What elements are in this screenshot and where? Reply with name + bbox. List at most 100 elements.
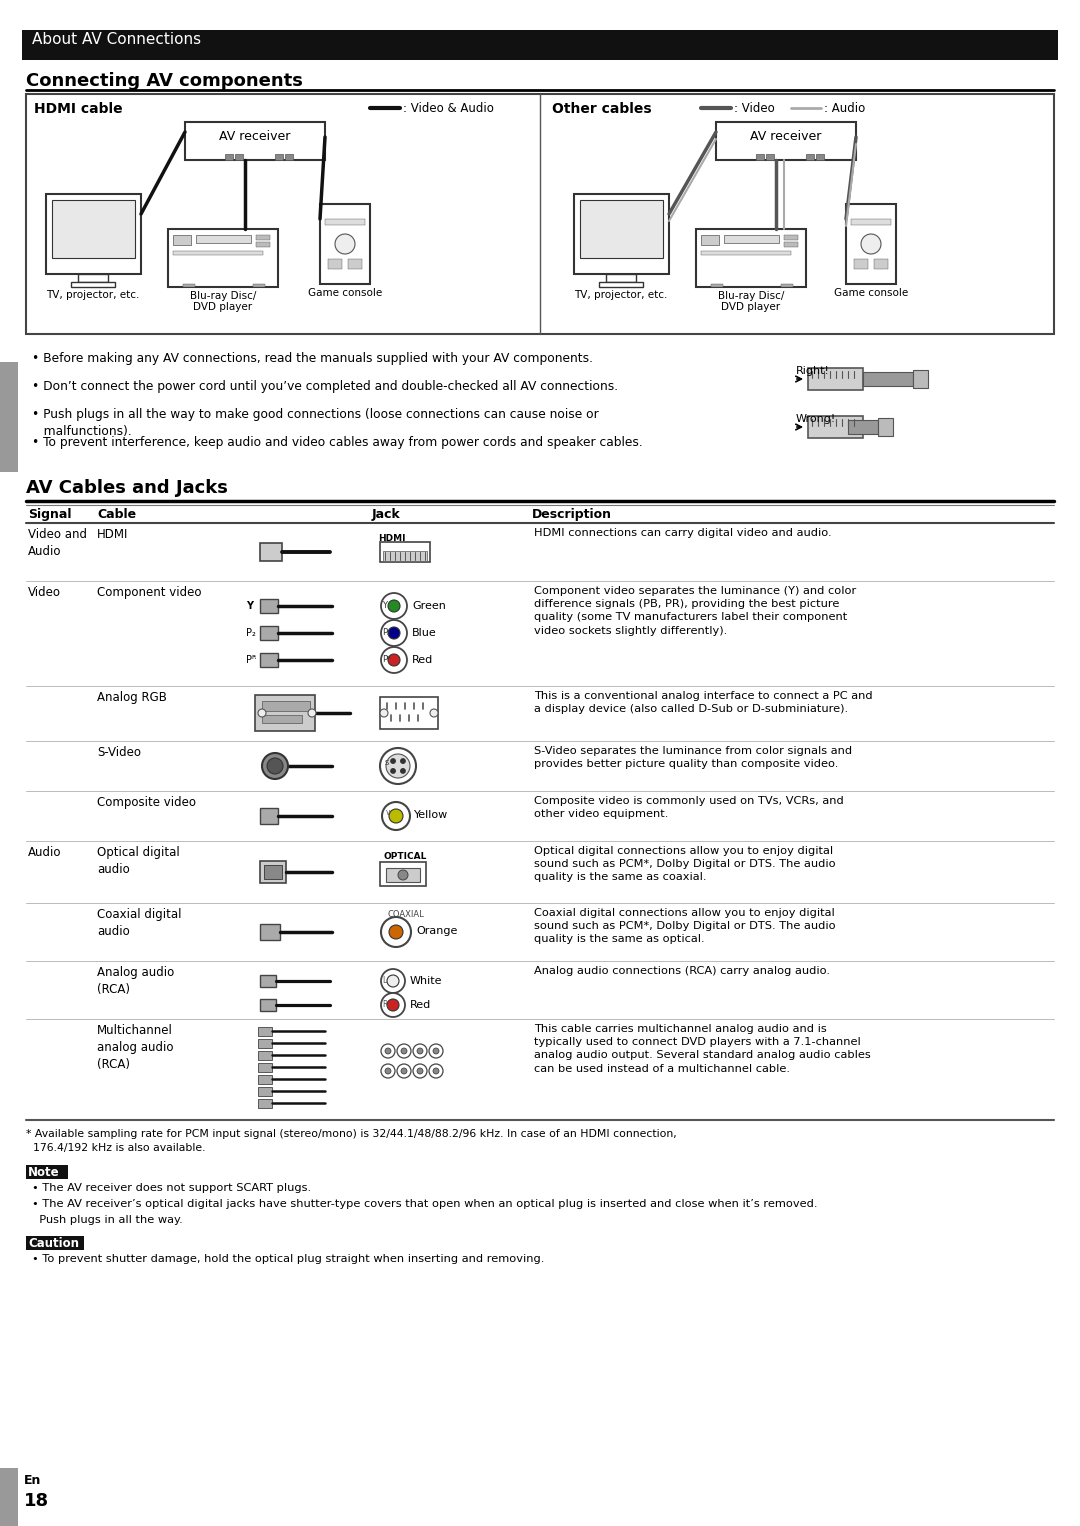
Text: Coaxial digital
audio: Coaxial digital audio — [97, 908, 181, 938]
Bar — [78, 275, 108, 282]
Bar — [846, 204, 896, 284]
Bar — [26, 1236, 84, 1250]
Text: 18: 18 — [24, 1492, 49, 1511]
Text: Jack: Jack — [372, 508, 401, 520]
Bar — [784, 243, 798, 247]
Text: White: White — [410, 977, 443, 986]
Text: : Video: : Video — [734, 102, 774, 114]
Bar — [258, 1074, 272, 1083]
Circle shape — [401, 1068, 407, 1074]
Bar — [599, 282, 643, 287]
Circle shape — [389, 925, 403, 938]
Circle shape — [382, 803, 410, 830]
Circle shape — [381, 1064, 395, 1077]
Circle shape — [387, 975, 399, 987]
Text: Analog audio connections (RCA) carry analog audio.: Analog audio connections (RCA) carry ana… — [534, 966, 831, 977]
Circle shape — [417, 1048, 423, 1054]
Text: Y: Y — [246, 601, 253, 610]
Bar — [606, 275, 636, 282]
Text: * Available sampling rate for PCM input signal (stereo/mono) is 32/44.1/48/88.2/: * Available sampling rate for PCM input … — [26, 1129, 677, 1138]
Text: About AV Connections: About AV Connections — [32, 32, 201, 47]
Text: 176.4/192 kHz is also available.: 176.4/192 kHz is also available. — [26, 1143, 205, 1154]
Bar — [573, 194, 669, 275]
Text: HDMI: HDMI — [378, 534, 406, 543]
Text: DVD player: DVD player — [721, 302, 781, 311]
Circle shape — [384, 1048, 391, 1054]
Circle shape — [430, 710, 438, 717]
Text: Game console: Game console — [834, 288, 908, 298]
Circle shape — [397, 1044, 411, 1058]
Bar — [275, 154, 283, 160]
Bar — [260, 600, 278, 613]
Text: Connecting AV components: Connecting AV components — [26, 72, 302, 90]
Bar — [52, 200, 135, 258]
Text: s: s — [384, 758, 390, 768]
Text: : Video & Audio: : Video & Audio — [403, 102, 494, 114]
Bar — [285, 154, 293, 160]
Bar — [258, 1087, 272, 1096]
Text: • To prevent shutter damage, hold the optical plug straight when inserting and r: • To prevent shutter damage, hold the op… — [32, 1254, 544, 1264]
Bar — [258, 1027, 272, 1036]
Bar — [380, 542, 430, 562]
Bar — [863, 372, 913, 386]
Text: AV receiver: AV receiver — [751, 130, 822, 143]
Text: TV, projector, etc.: TV, projector, etc. — [575, 290, 667, 301]
Circle shape — [381, 647, 407, 673]
Bar — [168, 229, 278, 287]
Bar — [260, 1000, 276, 1012]
Bar — [724, 235, 779, 243]
Circle shape — [388, 627, 400, 639]
Bar — [256, 243, 270, 247]
Text: • The AV receiver does not support SCART plugs.: • The AV receiver does not support SCART… — [32, 1183, 311, 1193]
Circle shape — [381, 969, 405, 993]
Bar — [260, 653, 278, 667]
Text: : Audio: : Audio — [824, 102, 865, 114]
Bar — [781, 284, 793, 287]
Circle shape — [308, 710, 316, 717]
Bar — [260, 975, 276, 987]
Bar — [0, 1468, 18, 1526]
Bar — [701, 250, 791, 255]
Bar — [185, 122, 325, 160]
Text: • The AV receiver’s optical digital jacks have shutter-type covers that open whe: • The AV receiver’s optical digital jack… — [32, 1199, 818, 1209]
Circle shape — [391, 769, 395, 774]
Bar — [260, 925, 280, 940]
Text: Pᴿ: Pᴿ — [246, 655, 256, 665]
Text: HDMI: HDMI — [97, 528, 129, 542]
Text: L: L — [382, 977, 387, 984]
Bar — [258, 1064, 272, 1071]
Text: COAXIAL: COAXIAL — [388, 909, 424, 919]
Circle shape — [388, 600, 400, 612]
Bar — [26, 1164, 68, 1180]
Bar — [386, 868, 420, 882]
Bar — [348, 259, 362, 269]
Text: Composite video is commonly used on TVs, VCRs, and
other video equipment.: Composite video is commonly used on TVs,… — [534, 797, 843, 819]
Text: Video: Video — [28, 586, 60, 600]
Text: • Before making any AV connections, read the manuals supplied with your AV compo: • Before making any AV connections, read… — [32, 353, 593, 365]
Text: En: En — [24, 1474, 41, 1486]
Text: Green: Green — [411, 601, 446, 610]
Text: P₂: P₂ — [246, 629, 256, 638]
Circle shape — [381, 1044, 395, 1058]
Text: Multichannel
analog audio
(RCA): Multichannel analog audio (RCA) — [97, 1024, 174, 1071]
Text: Wrong!: Wrong! — [796, 414, 836, 424]
Bar — [260, 861, 286, 884]
Bar — [913, 369, 928, 388]
Bar — [183, 284, 195, 287]
Circle shape — [388, 655, 400, 665]
Text: Note: Note — [28, 1166, 59, 1180]
Circle shape — [380, 748, 416, 784]
Text: OPTICAL: OPTICAL — [384, 852, 428, 861]
Bar — [851, 220, 891, 224]
Text: Description: Description — [532, 508, 612, 520]
Bar — [806, 154, 814, 160]
Circle shape — [401, 758, 405, 763]
Text: P₂: P₂ — [382, 629, 390, 636]
Text: TV, projector, etc.: TV, projector, etc. — [46, 290, 139, 301]
Text: Yellow: Yellow — [414, 810, 448, 819]
Text: HDMI connections can carry digital video and audio.: HDMI connections can carry digital video… — [534, 528, 832, 539]
Text: Red: Red — [411, 655, 433, 665]
Text: • Push plugs in all the way to make good connections (loose connections can caus: • Push plugs in all the way to make good… — [32, 407, 598, 438]
Bar — [258, 1051, 272, 1061]
Bar — [260, 543, 282, 562]
